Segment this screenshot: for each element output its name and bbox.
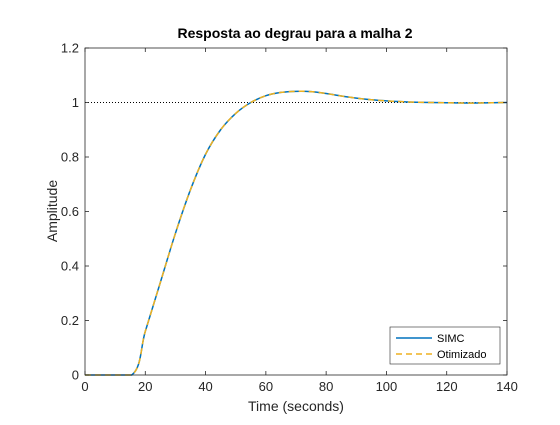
x-tick-label: 0 [81,379,88,394]
y-tick-label: 0.8 [61,150,79,165]
series-line-otimizado [85,90,508,376]
x-tick-label: 80 [319,379,333,394]
chart-title: Resposta ao degrau para a malha 2 [178,25,413,41]
y-axis-ticks: 0 0.2 0.4 0.6 0.8 1 1.2 [61,41,507,383]
legend: SIMC Otimizado [389,326,501,365]
x-axis-ticks: 0 20 40 60 80 100 120 140 [81,48,518,394]
x-axis-label: Time (seconds) [248,398,344,414]
x-tick-label: 100 [376,379,398,394]
x-tick-label: 120 [436,379,458,394]
x-tick-label: 140 [496,379,518,394]
y-tick-label: 0.6 [61,204,79,219]
y-tick-label: 0.2 [61,313,79,328]
y-axis-label: Amplitude [44,180,60,242]
y-tick-label: 1 [72,95,79,110]
x-tick-label: 20 [138,379,152,394]
series-layer [85,90,508,376]
x-tick-label: 40 [198,379,212,394]
plot-area [85,48,507,375]
y-tick-label: 0 [72,368,79,383]
x-tick-label: 60 [259,379,273,394]
y-tick-label: 1.2 [61,41,79,56]
legend-label-otimizado: Otimizado [437,349,487,361]
y-tick-label: 0.4 [61,259,79,274]
legend-box [389,326,501,365]
legend-label-simc: SIMC [437,333,465,345]
